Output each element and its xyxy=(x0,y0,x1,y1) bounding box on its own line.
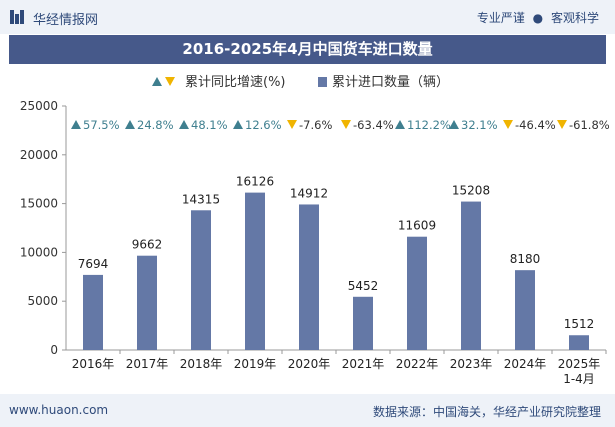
bar-value-label: 8180 xyxy=(510,252,541,266)
bar-value-label: 11609 xyxy=(398,219,436,233)
x-tick-label: 2019年 xyxy=(234,357,277,371)
header-bar: 华经情报网 专业严谨 ● 客观科学 xyxy=(0,0,615,34)
slogan-left: 专业严谨 xyxy=(476,11,525,25)
bar xyxy=(461,201,481,350)
bar xyxy=(407,236,427,350)
legend-up-triangle-icon xyxy=(152,77,162,86)
growth-rate-label: -61.8% xyxy=(569,118,610,132)
bar xyxy=(191,210,211,350)
growth-rate-label: 24.8% xyxy=(137,118,174,132)
x-tick-label: 2017年 xyxy=(126,357,169,371)
slogan-right: 客观科学 xyxy=(550,11,599,25)
y-tick-label: 0 xyxy=(50,343,58,357)
bar xyxy=(83,274,103,350)
bar-value-label: 1512 xyxy=(564,317,595,331)
legend-down-triangle-icon xyxy=(165,77,175,86)
growth-up-triangle xyxy=(233,120,243,129)
y-tick-label: 20000 xyxy=(20,148,58,162)
growth-rate-label: -46.4% xyxy=(515,118,556,132)
growth-rate-label: 112.2% xyxy=(407,118,451,132)
footer-website-link[interactable]: www.huaon.com xyxy=(9,403,109,417)
growth-up-triangle xyxy=(71,120,81,129)
x-tick-label: 2018年 xyxy=(180,357,223,371)
growth-up-triangle xyxy=(395,120,405,129)
growth-rate-label: 57.5% xyxy=(83,118,120,132)
growth-rate-label: 32.1% xyxy=(461,118,498,132)
slogan: 专业严谨 ● 客观科学 xyxy=(477,9,599,26)
growth-down-triangle xyxy=(557,120,567,129)
bar xyxy=(299,204,319,350)
growth-rate-label: 48.1% xyxy=(191,118,228,132)
growth-rate-label: -7.6% xyxy=(299,118,332,132)
bar-value-label: 9662 xyxy=(132,238,163,252)
bar xyxy=(245,192,265,350)
bar-value-label: 14912 xyxy=(290,186,328,200)
x-tick-label: 2025年 1-4月 xyxy=(558,357,601,386)
x-tick-label: 2020年 xyxy=(288,357,331,371)
growth-rate-label: -63.4% xyxy=(353,118,394,132)
chart-title: 2016-2025年4月中国货车进口数量 xyxy=(9,35,606,64)
bar xyxy=(137,255,157,350)
x-tick-label: 2024年 xyxy=(504,357,547,371)
growth-up-triangle xyxy=(179,120,189,129)
y-tick-label: 15000 xyxy=(20,197,58,211)
growth-up-triangle xyxy=(449,120,459,129)
slogan-dot-icon: ● xyxy=(532,11,544,25)
legend-bar-label: 累计进口数量（辆） xyxy=(332,75,449,90)
growth-rate-label: 12.6% xyxy=(245,118,282,132)
growth-down-triangle xyxy=(503,120,513,129)
x-tick-label: 2016年 xyxy=(72,357,115,371)
footer-bar: www.huaon.com 数据来源：中国海关，华经产业研究院整理 xyxy=(0,394,615,427)
bar-value-label: 5452 xyxy=(348,279,379,293)
logo-icon xyxy=(10,10,24,24)
bar xyxy=(569,335,589,350)
growth-up-triangle xyxy=(125,120,135,129)
bar-value-label: 15208 xyxy=(452,184,490,198)
footer-source: 数据来源：中国海关，华经产业研究院整理 xyxy=(372,405,601,419)
legend-growth-label: 累计同比增速(%) xyxy=(185,75,286,90)
bar xyxy=(515,270,535,350)
x-tick-label: 2022年 xyxy=(396,357,439,371)
x-tick-label: 2023年 xyxy=(450,357,493,371)
y-tick-label: 25000 xyxy=(20,99,58,113)
x-tick-label: 2021年 xyxy=(342,357,385,371)
chart-area: 累计同比增速(%) 累计进口数量（辆） 0 5000 10000 15000 20000… xyxy=(20,75,610,386)
bar-value-label: 14315 xyxy=(182,192,220,206)
y-tick-label: 5000 xyxy=(27,294,58,308)
growth-down-triangle xyxy=(341,120,351,129)
bar-value-label: 7694 xyxy=(78,257,109,271)
growth-down-triangle xyxy=(287,120,297,129)
legend-bar-swatch xyxy=(318,77,327,87)
y-tick-label: 10000 xyxy=(20,245,58,259)
bar xyxy=(353,296,373,350)
legend: 累计同比增速(%) 累计进口数量（辆） xyxy=(152,75,449,90)
brand-name: 华经情报网 xyxy=(33,13,99,28)
bar-value-label: 16126 xyxy=(236,175,274,189)
